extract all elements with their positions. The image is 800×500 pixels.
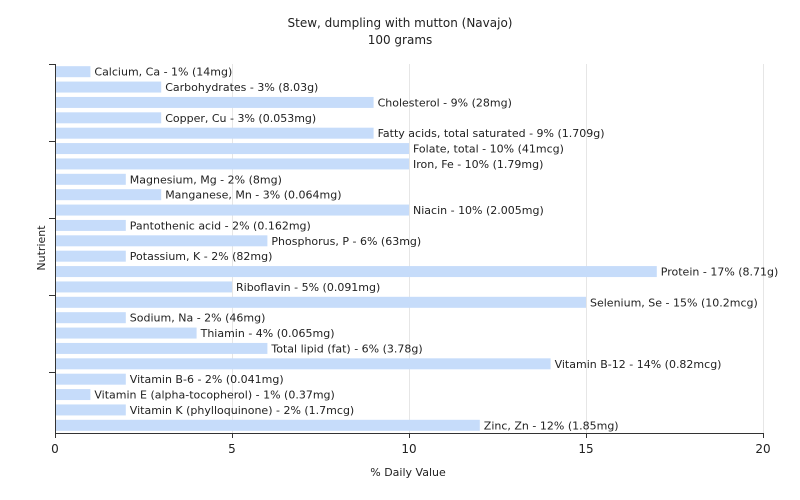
bar xyxy=(56,404,126,416)
axes-group: 0 5 10 15 20 xyxy=(49,64,771,456)
bar-label: Vitamin K (phylloquinone) - 2% (1.7mcg) xyxy=(130,404,354,417)
bar xyxy=(56,81,162,93)
x-tick-label: 5 xyxy=(228,442,236,456)
bar xyxy=(56,327,197,339)
bar-label: Protein - 17% (8.71g) xyxy=(661,266,779,279)
bar xyxy=(56,373,126,385)
bar xyxy=(56,250,126,262)
bar xyxy=(56,219,126,231)
bar-label: Riboflavin - 5% (0.091mg) xyxy=(236,281,380,294)
bar xyxy=(56,389,91,401)
bar-label: Total lipid (fat) - 6% (3.78g) xyxy=(270,342,422,355)
bar xyxy=(56,173,126,185)
chart-title: Stew, dumpling with mutton (Navajo) xyxy=(288,16,513,30)
bar-label: Niacin - 10% (2.005mg) xyxy=(413,204,544,217)
bar-label: Iron, Fe - 10% (1.79mg) xyxy=(413,158,543,171)
bar-label: Fatty acids, total saturated - 9% (1.709… xyxy=(378,127,605,140)
bar-label: Sodium, Na - 2% (46mg) xyxy=(130,312,266,325)
x-tick-label: 20 xyxy=(755,442,770,456)
bar xyxy=(56,66,91,78)
chart-subtitle: 100 grams xyxy=(368,33,433,47)
bar xyxy=(56,296,586,308)
bar-label: Vitamin B-12 - 14% (0.82mcg) xyxy=(555,358,722,371)
x-tick-label: 0 xyxy=(51,442,59,456)
y-axis-label: Nutrient xyxy=(35,225,48,271)
bar-label: Zinc, Zn - 12% (1.85mg) xyxy=(484,419,619,432)
bar-label: Pantothenic acid - 2% (0.162mg) xyxy=(130,219,311,232)
bar-label: Magnesium, Mg - 2% (8mg) xyxy=(130,173,282,186)
bar-label: Vitamin B-6 - 2% (0.041mg) xyxy=(130,373,284,386)
bar-label: Selenium, Se - 15% (10.2mcg) xyxy=(590,296,758,309)
x-axis-label: % Daily Value xyxy=(370,466,446,479)
grid-lines xyxy=(232,64,764,433)
bar-label: Folate, total - 10% (41mcg) xyxy=(413,143,564,156)
bar xyxy=(56,419,480,431)
bar-label: Calcium, Ca - 1% (14mg) xyxy=(94,66,232,79)
x-tick-label: 10 xyxy=(401,442,416,456)
bar xyxy=(56,112,162,124)
bars-group: Calcium, Ca - 1% (14mg) Carbohydrates - 3… xyxy=(56,66,779,432)
bar-label: Manganese, Mn - 3% (0.064mg) xyxy=(165,189,341,202)
bar xyxy=(56,189,162,201)
x-tick-label: 15 xyxy=(578,442,593,456)
bar xyxy=(56,158,409,170)
bar-label: Phosphorus, P - 6% (63mg) xyxy=(271,235,421,248)
bar xyxy=(56,342,268,354)
bar xyxy=(56,312,126,324)
bar-label: Vitamin E (alpha-tocopherol) - 1% (0.37m… xyxy=(94,389,334,402)
bar xyxy=(56,281,232,293)
bar xyxy=(56,266,657,278)
bar-label: Cholesterol - 9% (28mg) xyxy=(378,96,512,109)
bar xyxy=(56,358,551,370)
bar-label: Thiamin - 4% (0.065mg) xyxy=(200,327,335,340)
bar xyxy=(56,235,268,247)
bar xyxy=(56,127,374,139)
bar xyxy=(56,143,409,155)
bar-label: Carbohydrates - 3% (8.03g) xyxy=(165,81,318,94)
bar xyxy=(56,96,374,108)
bar-label: Potassium, K - 2% (82mg) xyxy=(130,250,273,263)
bar-label: Copper, Cu - 3% (0.053mg) xyxy=(165,112,316,125)
bar xyxy=(56,204,409,216)
